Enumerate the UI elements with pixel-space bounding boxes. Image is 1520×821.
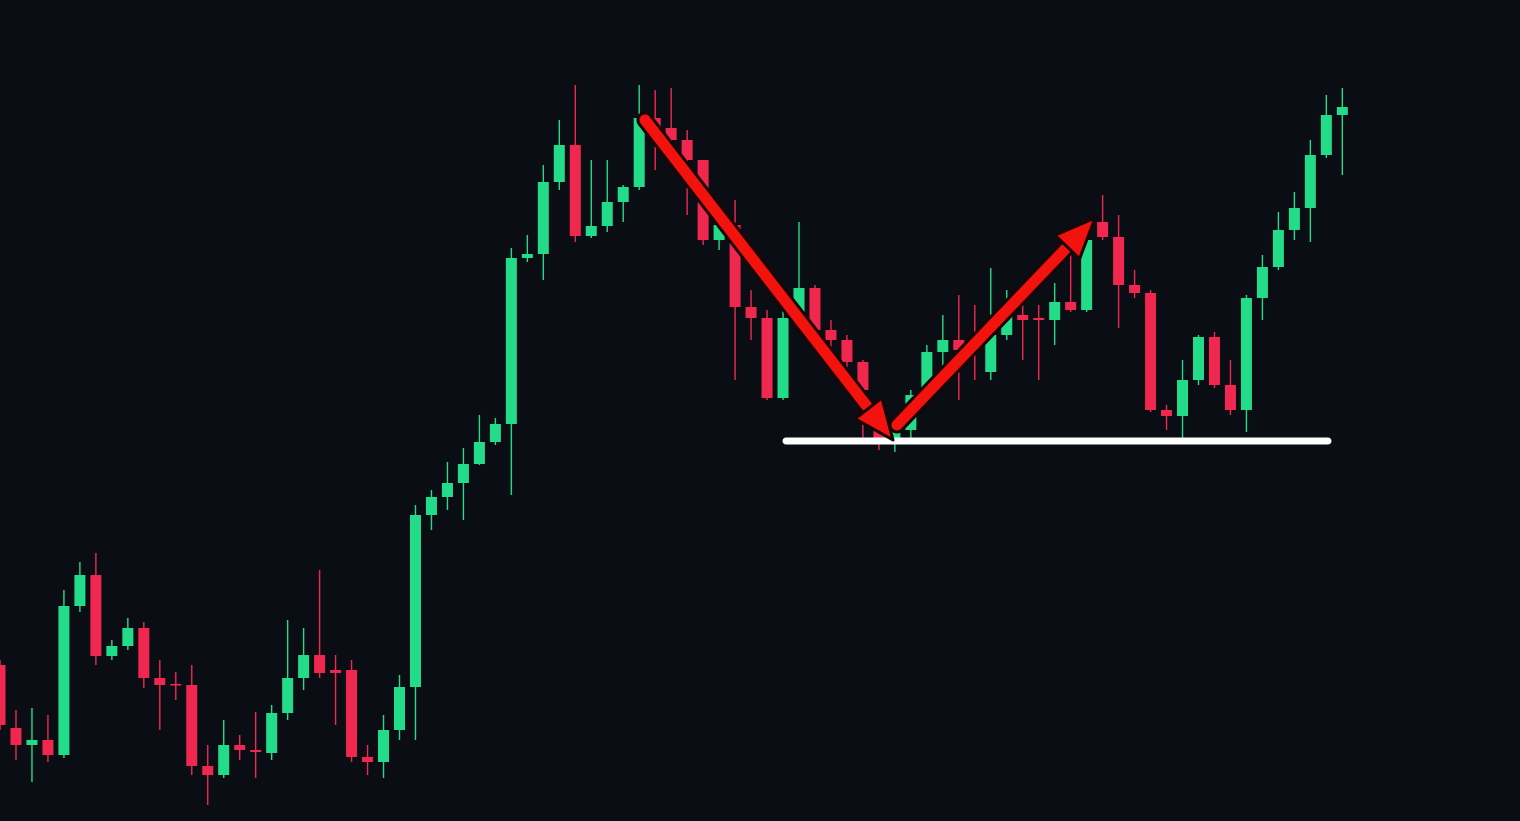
candle-body: [1081, 240, 1093, 310]
candle-body: [745, 307, 757, 318]
candle-body: [1065, 302, 1077, 310]
candle-body: [441, 483, 453, 497]
candle-body: [186, 685, 198, 766]
candle-body: [282, 678, 294, 713]
candle-body: [1304, 155, 1316, 208]
candle-body: [1017, 315, 1029, 320]
candle-body: [665, 128, 677, 140]
candle-body: [505, 258, 517, 424]
candle-body: [1320, 115, 1332, 155]
candle-body: [809, 288, 821, 330]
candle-body: [425, 497, 437, 515]
candle-body: [953, 340, 965, 350]
candle-body: [378, 730, 390, 762]
candle-body: [1049, 302, 1061, 320]
candle-body: [457, 464, 469, 483]
candle-body: [314, 655, 326, 673]
candle-body: [122, 628, 134, 646]
arrow-shaft: [639, 114, 874, 414]
candle-body: [1208, 337, 1220, 385]
candle-body: [394, 687, 405, 730]
candle-body: [1097, 222, 1109, 237]
candle-body: [250, 750, 262, 752]
candle-body: [985, 335, 997, 372]
candle-body: [298, 655, 310, 678]
candle-body: [170, 684, 182, 686]
candle-body: [569, 145, 581, 236]
arrow-shaft: [891, 241, 1073, 431]
candle-body: [1288, 208, 1300, 230]
candle-body: [1224, 385, 1236, 410]
candle-body: [218, 745, 230, 775]
candle-body: [857, 362, 869, 390]
candle-body: [90, 575, 102, 656]
candle-body: [473, 442, 485, 464]
candle-body: [1001, 315, 1013, 335]
arrow-head: [1053, 216, 1097, 261]
candles: [0, 85, 1348, 805]
candle-body: [409, 515, 421, 687]
candle-body: [633, 118, 645, 187]
candle-body: [74, 575, 86, 606]
candle-body: [777, 318, 789, 398]
candle-body: [1336, 107, 1348, 115]
candle-body: [1161, 410, 1173, 416]
candle-body: [713, 225, 725, 240]
candle-body: [154, 678, 166, 685]
candle-body: [42, 740, 54, 755]
candle-body: [362, 757, 374, 762]
candle-body: [234, 745, 246, 750]
down-arrow: [636, 111, 895, 442]
candle-body: [841, 340, 853, 362]
candle-body: [1272, 230, 1284, 267]
candle-body: [537, 182, 549, 254]
candle-body: [585, 226, 597, 236]
candle-body: [1240, 298, 1252, 410]
candle-body: [1193, 337, 1204, 380]
candle-body: [921, 352, 933, 395]
candle-body: [1177, 380, 1189, 416]
candle-body: [601, 202, 613, 226]
candle-body: [489, 424, 501, 442]
candle-body: [346, 670, 358, 757]
candle-body: [729, 225, 741, 307]
candle-body: [1256, 267, 1268, 298]
candle-body: [330, 670, 342, 673]
candle-body: [761, 318, 773, 398]
candle-body: [0, 665, 6, 725]
candle-body: [106, 646, 118, 656]
candle-body: [1113, 237, 1125, 285]
candle-body: [202, 766, 214, 775]
candle-body: [793, 288, 805, 318]
candle-body: [1129, 285, 1141, 293]
candle-body: [553, 145, 565, 182]
arrow-head: [853, 396, 895, 442]
candle-body: [889, 430, 901, 438]
candle-body: [521, 254, 533, 258]
candle-body: [26, 740, 38, 745]
up-arrow: [888, 216, 1097, 434]
candle-body: [10, 728, 22, 745]
candle-body: [681, 140, 693, 160]
candle-body: [138, 628, 150, 678]
candle-body: [58, 606, 70, 755]
candle-body: [266, 713, 278, 753]
candle-body: [825, 330, 837, 340]
candle-body: [1145, 293, 1157, 410]
candle-body: [1033, 318, 1045, 320]
candle-body: [617, 187, 629, 202]
candle-body: [937, 340, 949, 352]
